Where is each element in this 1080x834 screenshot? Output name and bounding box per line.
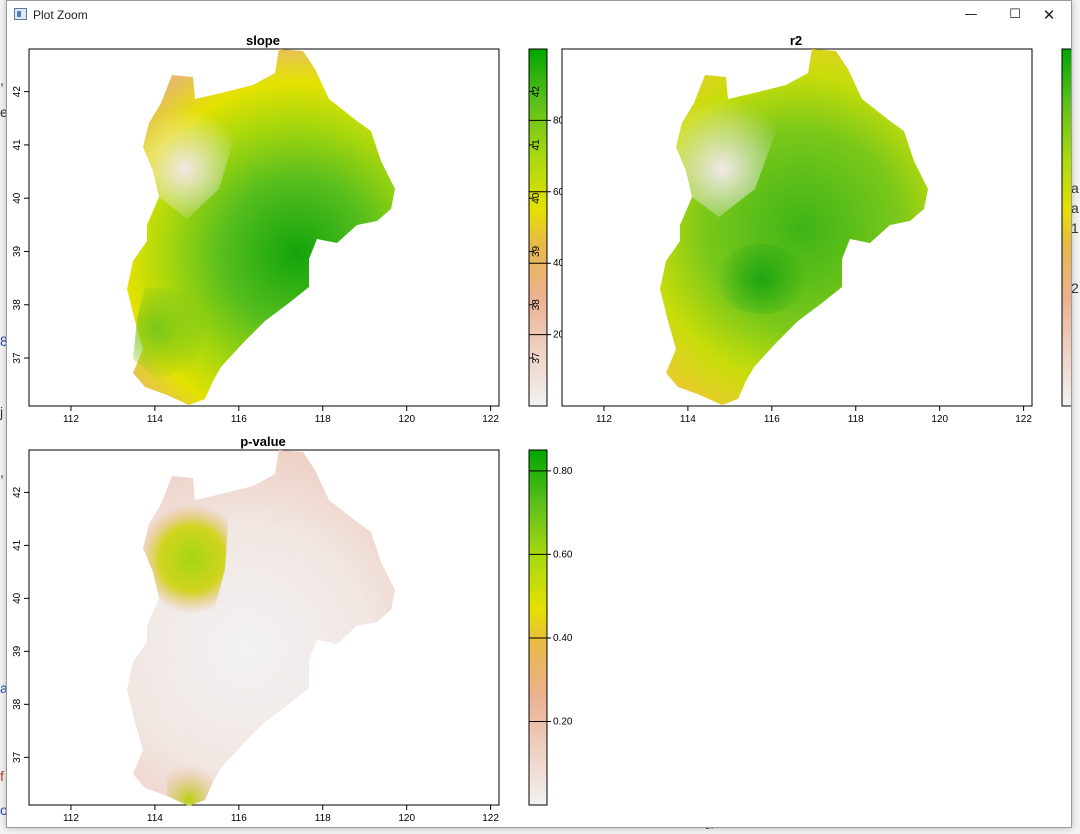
pvalue-raster [127,450,395,806]
colorbar-tick-label: 80 [553,115,565,126]
pvalue-colorbar [528,449,548,806]
y-tick-label: 40 [12,192,23,204]
pvalue-x-axis: 112 114 116 118 120 122 [63,805,499,824]
x-tick-label: 116 [231,414,247,425]
bg-text-fragment: , [0,72,4,88]
bg-text-fragment: 8 [0,333,8,349]
bg-text-fragment: o [0,802,8,818]
y-tick-label: 38 [12,299,23,311]
x-tick-label: 114 [680,414,696,425]
app-icon [14,8,27,20]
colorbar-overlap-label: 38 [531,299,542,311]
colorbar-overlap-label: 40 [531,192,542,204]
r2-x-axis: 112 114 116 118 120 122 [596,406,1032,425]
x-tick-label: 116 [231,813,247,824]
y-tick-label: 41 [12,539,23,551]
slope-colorbar [528,48,548,407]
x-tick-label: 118 [848,414,864,425]
slope-colorbar-ticks: 20 40 60 80 37 38 39 40 41 42 [529,86,565,364]
r2-core-patch [717,244,807,314]
x-tick-label: 112 [596,414,612,425]
pvalue-s-patch [167,764,213,806]
x-tick-label: 114 [147,813,163,824]
bg-text-fragment: j [0,404,4,420]
plot-canvas: slope 112 114 116 118 120 122 37 38 39 40 41 42 20… [12,33,1071,824]
bg-text-fragment: a [0,680,8,696]
bg-text-fragment: 1 [1071,220,1079,236]
maximize-button[interactable]: ☐ [1009,7,1021,22]
x-tick-label: 122 [482,414,499,425]
colorbar-overlap-label: 37 [531,352,542,364]
bg-text-fragment: a [1071,180,1079,196]
x-tick-label: 118 [315,414,331,425]
x-tick-label: 112 [63,813,79,824]
y-tick-label: 38 [12,698,23,710]
colorbar-tick-label: 60 [553,187,565,198]
slope-panel: slope 112 114 116 118 120 122 37 38 39 40 41 42 20… [12,33,565,425]
y-tick-label: 37 [12,352,23,364]
bg-text-fragment: , [0,464,4,480]
y-tick-label: 39 [12,245,23,257]
x-tick-label: 114 [147,414,163,425]
slope-y-axis: 37 38 39 40 41 42 [12,86,29,364]
x-tick-label: 112 [63,414,79,425]
colorbar-tick-label: 0.40 [553,633,573,644]
y-tick-label: 41 [12,139,23,151]
colorbar-overlap-label: 39 [531,245,542,257]
x-tick-label: 120 [931,414,948,425]
y-tick-label: 37 [12,751,23,763]
x-tick-label: 122 [1015,414,1032,425]
x-tick-label: 120 [398,414,415,425]
y-tick-label: 42 [12,486,23,498]
slope-raster [127,49,395,405]
r2-colorbar [1061,48,1071,407]
colorbar-tick-label: 0.80 [553,466,573,477]
y-tick-label: 42 [12,86,23,98]
close-button[interactable]: ✕ [1042,6,1056,24]
r2-raster [660,49,928,405]
pvalue-nw-patch [143,476,229,629]
title-bar[interactable]: Plot Zoom — ☐ ✕ [7,1,1071,29]
x-tick-label: 120 [398,813,415,824]
r2-title: r2 [790,33,802,48]
y-tick-label: 39 [12,645,23,657]
pvalue-panel: p-value 112 114 116 118 120 122 373839404142 … [12,434,573,824]
colorbar-overlap-label: 41 [531,139,542,151]
colorbar-tick-label: 0.20 [553,716,573,727]
slope-title: slope [246,33,280,48]
r2-panel: r2 112 114 116 118 120 122 [561,33,1071,425]
r2-nw-patch [676,75,782,217]
colorbar-tick-label: 0.60 [553,549,573,560]
colorbar-tick-label: 40 [553,258,565,269]
x-tick-label: 116 [764,414,780,425]
colorbar-tick-label: 20 [553,330,565,341]
minimize-button[interactable]: — [964,7,978,22]
x-tick-label: 118 [315,813,331,824]
pvalue-y-axis: 37 38 39 40 41 42 [12,486,29,763]
window-title: Plot Zoom [33,8,88,22]
bg-text-fragment: a [1071,200,1079,216]
slope-nw-patch [143,75,243,219]
pvalue-title: p-value [240,434,286,449]
slope-sw-patch [133,287,207,379]
slope-x-axis: 112 114 116 118 120 122 [63,406,499,425]
pvalue-colorbar-ticks: 0.20 0.40 0.60 0.80 [529,466,573,727]
bg-text-fragment: 2 [1071,280,1079,296]
x-tick-label: 122 [482,813,499,824]
y-tick-label: 40 [12,592,23,604]
plot-area: slope 112 114 116 118 120 122 37 38 39 40 41 42 20… [7,29,1071,827]
bg-text-fragment: e [0,104,8,120]
plot-zoom-window: Plot Zoom — ☐ ✕ [6,0,1072,828]
bg-text-fragment: f [0,768,4,784]
colorbar-overlap-label: 42 [531,86,542,98]
